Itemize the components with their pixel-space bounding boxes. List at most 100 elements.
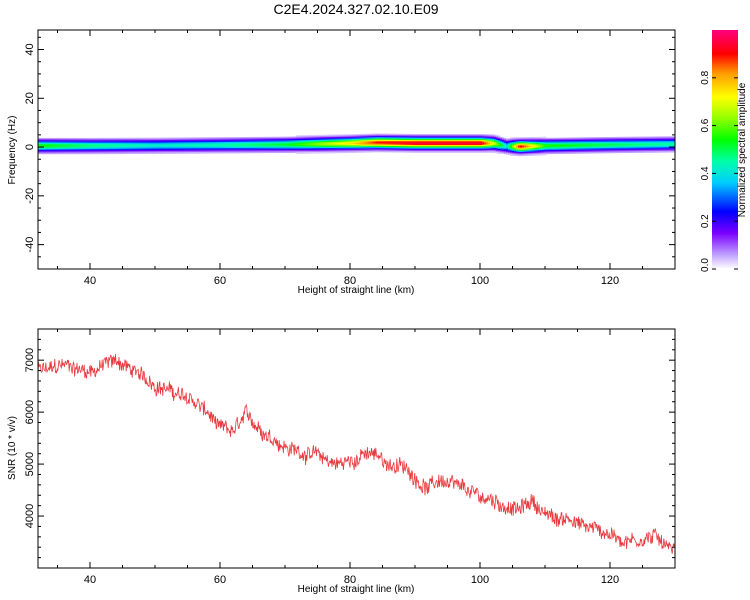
heatmap-cell [424, 149, 427, 152]
heatmap-cell [536, 144, 539, 146]
heatmap-cell [108, 152, 111, 155]
heatmap-cell [354, 136, 357, 139]
heatmap-cell [444, 147, 447, 150]
heatmap-cell [160, 151, 163, 153]
heatmap-cell [172, 139, 175, 142]
heatmap-cell [378, 145, 381, 148]
heatmap-cell [236, 151, 239, 154]
heatmap-cell [462, 135, 465, 137]
heatmap-cell [82, 152, 85, 155]
heatmap-cell [534, 154, 537, 156]
heatmap-cell [522, 144, 525, 147]
heatmap-cell [280, 142, 283, 145]
heatmap-cell [94, 152, 97, 155]
heatmap-cell [644, 139, 647, 141]
heatmap-cell [342, 147, 345, 150]
heatmap-cell [134, 148, 137, 151]
heatmap-cell [428, 137, 431, 140]
heatmap-cell [408, 133, 411, 136]
heatmap-cell [152, 149, 155, 152]
heatmap-cell [592, 148, 595, 150]
heatmap-cell [456, 144, 459, 147]
heatmap-cell [130, 149, 133, 152]
heatmap-cell [438, 141, 441, 143]
heatmap-cell [220, 142, 223, 144]
heatmap-cell [660, 146, 663, 148]
heatmap-cell [508, 151, 511, 154]
heatmap-cell [384, 136, 387, 138]
heatmap-cell [580, 147, 583, 149]
heatmap-cell [270, 139, 273, 141]
heatmap-cell [40, 141, 43, 144]
heatmap-cell [326, 142, 329, 144]
heatmap-cell [466, 142, 469, 145]
heatmap-cell [186, 142, 189, 144]
heatmap-cell [442, 138, 445, 141]
heatmap-cell [516, 139, 519, 142]
heatmap-cell [204, 150, 207, 153]
heatmap-cell [480, 144, 483, 147]
heatmap-cell [336, 135, 339, 138]
heatmap-cell [276, 150, 279, 152]
heatmap-cell [116, 141, 119, 144]
heatmap-cell [326, 139, 329, 142]
heatmap-cell [470, 146, 473, 148]
heatmap-cell [160, 149, 163, 152]
heatmap-cell [496, 137, 499, 139]
heatmap-cell [402, 138, 405, 141]
heatmap-cell [296, 146, 299, 148]
heatmap-cell [602, 149, 605, 151]
heatmap-cell [502, 142, 505, 144]
heatmap-cell [490, 136, 493, 139]
heatmap-cell [330, 138, 333, 140]
heatmap-cell [456, 135, 459, 137]
heatmap-cell [478, 144, 481, 147]
heatmap-cell [82, 150, 85, 152]
heatmap-cell [636, 145, 639, 147]
heatmap-cell [410, 151, 413, 153]
heatmap-cell [540, 139, 543, 141]
heatmap-cell [314, 145, 317, 148]
heatmap-cell [620, 138, 623, 140]
heatmap-cell [374, 144, 377, 147]
heatmap-cell [196, 141, 199, 143]
heatmap-cell [506, 145, 509, 148]
heatmap-cell [276, 144, 279, 146]
heatmap-cell [464, 138, 467, 141]
heatmap-cell [288, 142, 291, 145]
heatmap-cell [290, 140, 293, 142]
heatmap-cell [234, 140, 237, 143]
heatmap-cell [188, 141, 191, 143]
heatmap-cell [406, 146, 409, 148]
heatmap-cell [76, 145, 79, 147]
heatmap-cell [148, 149, 151, 152]
heatmap-cell [538, 136, 541, 139]
heatmap-cell [348, 145, 351, 147]
heatmap-cell [662, 142, 665, 145]
heatmap-cell [544, 141, 547, 144]
heatmap-cell [462, 143, 465, 146]
heatmap-cell [172, 144, 175, 147]
heatmap-cell [116, 140, 119, 142]
heatmap-cell [480, 147, 483, 150]
heatmap-cell [158, 146, 161, 148]
heatmap-cell [314, 148, 317, 150]
heatmap-cell [402, 136, 405, 138]
heatmap-cell [518, 149, 521, 152]
heatmap-cell [38, 151, 41, 153]
heatmap-cell [648, 141, 651, 144]
heatmap-cell [284, 136, 287, 139]
heatmap-cell [376, 139, 379, 142]
heatmap-cell [522, 143, 525, 146]
heatmap-cell [288, 137, 291, 140]
heatmap-cell [104, 141, 107, 144]
heatmap-cell [394, 141, 397, 143]
heatmap-cell [454, 146, 457, 148]
heatmap-cell [374, 138, 377, 141]
heatmap-cell [228, 140, 231, 143]
heatmap-cell [74, 144, 77, 146]
heatmap-cell [154, 142, 157, 145]
heatmap-cell [136, 148, 139, 151]
heatmap-cell [502, 144, 505, 147]
heatmap-cell [290, 150, 293, 152]
